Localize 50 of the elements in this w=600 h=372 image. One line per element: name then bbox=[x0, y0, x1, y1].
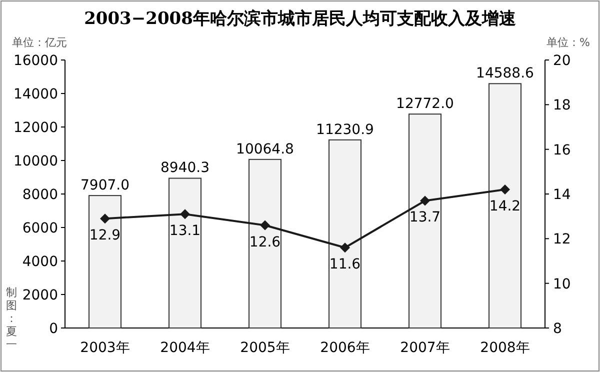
point bbox=[500, 184, 510, 195]
data-label: 14.2 bbox=[489, 198, 521, 215]
point bbox=[340, 242, 350, 253]
bar bbox=[328, 139, 362, 328]
y-tick-label: 14000 bbox=[13, 86, 58, 102]
y2-tick-label: 8 bbox=[553, 321, 562, 337]
y2-tick-label: 12 bbox=[553, 232, 571, 248]
bar bbox=[248, 158, 282, 328]
text: 制图：夏一 bbox=[6, 286, 17, 351]
y-tick-label: 8000 bbox=[22, 187, 58, 203]
x-tick-label: 2005年 bbox=[240, 340, 290, 356]
bar bbox=[168, 178, 202, 328]
y2-tick-label: 18 bbox=[553, 98, 571, 114]
bar bbox=[88, 195, 122, 328]
x-tick-label: 2003年 bbox=[80, 340, 130, 356]
y2-tick-label: 16 bbox=[553, 142, 571, 158]
data-label: 12772.0 bbox=[396, 96, 454, 112]
point bbox=[260, 220, 270, 230]
y-tick-label: 0 bbox=[49, 321, 58, 337]
chart-title: 2003−2008年哈尔滨市城市居民人均可支配收入及增速 bbox=[84, 9, 516, 29]
data-label: 11.6 bbox=[329, 256, 361, 273]
data-label: 10064.8 bbox=[236, 141, 294, 158]
bar bbox=[408, 114, 442, 328]
data-label: 13.1 bbox=[169, 223, 201, 240]
x-tick-label: 2007年 bbox=[400, 340, 450, 356]
x-tick-label: 2006年 bbox=[320, 340, 370, 356]
point bbox=[100, 214, 110, 224]
y2-tick-label: 14 bbox=[553, 187, 571, 203]
y-tick-label: 16000 bbox=[13, 53, 58, 69]
point bbox=[180, 209, 190, 220]
data-label: 11230.9 bbox=[316, 122, 374, 138]
data-label: 14588.6 bbox=[476, 66, 534, 82]
y2-tick-label: 20 bbox=[553, 53, 571, 69]
y2-tick-label: 10 bbox=[553, 276, 571, 292]
bar bbox=[488, 83, 522, 328]
y-tick-label: 2000 bbox=[22, 288, 58, 304]
x-tick-label: 2004年 bbox=[160, 340, 210, 356]
y-tick-label: 4000 bbox=[22, 254, 58, 270]
y2-axis-title: 单位：% bbox=[546, 36, 590, 49]
data-label: 12.6 bbox=[249, 234, 281, 250]
y-tick-label: 10000 bbox=[13, 154, 58, 170]
y-tick-label: 6000 bbox=[22, 220, 58, 236]
y-tick-label: 12000 bbox=[13, 120, 58, 136]
data-label: 13.7 bbox=[409, 210, 441, 226]
data-label: 8940.3 bbox=[160, 160, 210, 176]
point bbox=[420, 196, 430, 206]
data-label: 7907.0 bbox=[80, 178, 130, 194]
x-tick-label: 2008年 bbox=[480, 340, 530, 356]
data-label: 12.9 bbox=[89, 228, 121, 244]
y-axis-title: 单位：亿元 bbox=[12, 36, 67, 49]
